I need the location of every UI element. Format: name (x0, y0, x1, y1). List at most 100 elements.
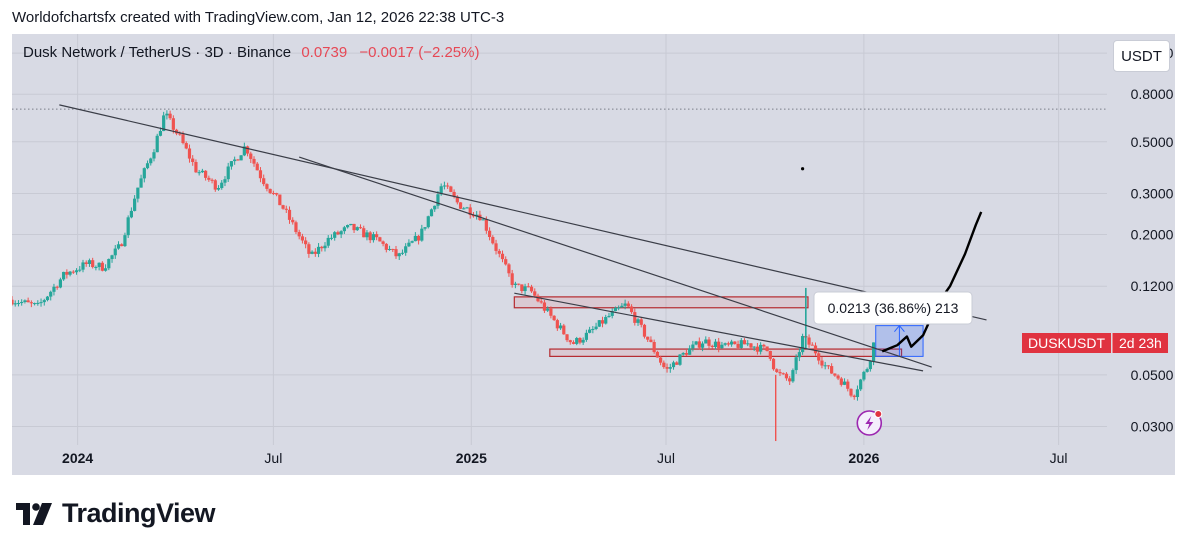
candle-body (497, 250, 501, 254)
tradingview-logo[interactable]: TradingView (16, 498, 216, 529)
candle-body (513, 283, 517, 285)
candle-body (568, 340, 572, 343)
candle-body (181, 134, 185, 144)
annotation-dot (800, 167, 805, 171)
candle-body (797, 352, 801, 358)
candle-body (426, 216, 430, 228)
candle-body (571, 342, 576, 344)
candle-body (210, 179, 214, 181)
candle-body (800, 336, 805, 353)
candle-body (549, 308, 553, 316)
candle-body (32, 303, 37, 305)
candle-body (652, 342, 656, 352)
candle-body (633, 312, 637, 323)
bar-countdown: 2d 23h (1112, 333, 1168, 353)
candle-body (197, 172, 201, 174)
candle-body (268, 188, 272, 193)
candle-body (462, 208, 466, 210)
candle-body (55, 286, 59, 288)
candle-body (278, 194, 282, 206)
candle-body (617, 307, 621, 309)
candle-body (29, 302, 33, 304)
ticker-badge: DUSKUSDT 2d 23h (1022, 333, 1168, 353)
candle-body (378, 237, 382, 242)
candle-body (675, 362, 679, 365)
trend-line (59, 104, 987, 321)
price-chart[interactable]: 1.20000.80000.50000.30000.20000.12000.05… (10, 34, 1175, 475)
candle-body (284, 208, 288, 210)
candle-body (842, 381, 847, 385)
candle-body (871, 342, 876, 362)
candle-body (629, 306, 634, 313)
candle-body (484, 219, 488, 231)
candle-body (368, 232, 372, 241)
candle-body (684, 353, 689, 355)
candle-body (149, 158, 153, 164)
candle-body (323, 245, 327, 249)
candle-body (688, 348, 692, 355)
candle-body (152, 152, 156, 159)
candle-body (320, 246, 324, 249)
candle-body (355, 227, 359, 231)
candle-body (187, 148, 192, 159)
candle-body (768, 350, 772, 359)
candle-body (771, 358, 776, 370)
candle-body (116, 244, 121, 249)
candle-body (862, 371, 866, 380)
candle-body (358, 227, 363, 229)
candle-body (42, 300, 46, 303)
symbol-title: Dusk Network / TetherUS · 3D · Binance (23, 44, 292, 61)
candle-body (407, 242, 411, 247)
candle-body (487, 230, 492, 237)
candle-body (336, 232, 340, 235)
candle-body (600, 320, 605, 324)
candle-body (820, 360, 824, 366)
candle-body (252, 158, 256, 164)
candle-body (16, 303, 21, 305)
candle-body (275, 193, 279, 195)
candle-body (468, 207, 472, 216)
x-axis-label: Jul (657, 450, 675, 466)
candle-body (465, 207, 469, 209)
x-axis-label: 2026 (848, 450, 879, 466)
candle-body (500, 253, 505, 260)
candle-body (746, 343, 750, 345)
candle-body (739, 340, 743, 348)
candle-body (226, 166, 230, 180)
currency-button[interactable]: USDT (1113, 40, 1170, 72)
candle-body (613, 307, 618, 312)
candle-body (697, 341, 701, 348)
candle-body (404, 246, 408, 253)
candle-body (607, 315, 611, 318)
candle-body (200, 170, 204, 173)
candle-body (416, 235, 421, 241)
candle-body (229, 161, 234, 167)
trend-line (299, 156, 932, 368)
candle-body (10, 299, 14, 305)
candle-body (394, 249, 398, 257)
candle-body (775, 369, 779, 373)
candle-body (784, 373, 789, 379)
candle-body (794, 357, 798, 371)
candle-body (849, 388, 853, 396)
candle-body (836, 375, 840, 379)
candle-body (726, 343, 730, 345)
candle-body (626, 303, 630, 307)
symbol-header: Dusk Network / TetherUS · 3D · Binance 0… (23, 44, 479, 61)
candle-body (781, 373, 785, 375)
candle-body (623, 303, 627, 306)
candle-body (23, 300, 27, 302)
candle-body (91, 260, 95, 268)
candle-body (316, 246, 321, 254)
candle-body (436, 194, 440, 206)
candle-body (333, 232, 337, 238)
candle-body (859, 379, 863, 390)
candle-body (242, 146, 246, 156)
candle-body (84, 262, 88, 264)
candle-body (671, 362, 676, 368)
chart-pane[interactable]: 1.20000.80000.50000.30000.20000.12000.05… (10, 34, 1175, 475)
candle-body (620, 305, 624, 308)
candle-body (120, 244, 124, 247)
measure-label-text: 0.0213 (36.86%) 213 (828, 300, 959, 316)
candle-body (597, 320, 601, 327)
